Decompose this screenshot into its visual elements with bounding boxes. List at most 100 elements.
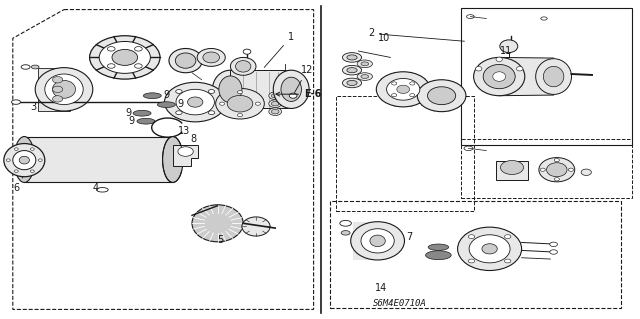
Ellipse shape xyxy=(271,93,279,98)
Ellipse shape xyxy=(6,159,10,161)
Ellipse shape xyxy=(536,59,572,94)
Ellipse shape xyxy=(220,102,225,105)
Ellipse shape xyxy=(417,80,466,112)
Ellipse shape xyxy=(464,146,473,151)
Ellipse shape xyxy=(410,93,415,97)
Text: E-6: E-6 xyxy=(276,89,321,99)
Ellipse shape xyxy=(19,156,29,164)
Ellipse shape xyxy=(52,96,63,102)
Ellipse shape xyxy=(31,65,39,69)
Ellipse shape xyxy=(242,217,270,236)
Ellipse shape xyxy=(14,137,35,182)
Ellipse shape xyxy=(197,48,225,66)
Ellipse shape xyxy=(97,188,108,192)
Ellipse shape xyxy=(351,222,404,260)
Ellipse shape xyxy=(45,74,83,105)
Ellipse shape xyxy=(216,88,264,119)
Ellipse shape xyxy=(269,108,282,115)
Ellipse shape xyxy=(581,169,591,175)
Text: 7: 7 xyxy=(406,232,413,242)
Ellipse shape xyxy=(237,91,243,94)
Ellipse shape xyxy=(543,66,564,87)
Text: 2: 2 xyxy=(368,28,465,41)
Ellipse shape xyxy=(342,53,362,62)
Ellipse shape xyxy=(347,68,357,73)
Polygon shape xyxy=(499,57,554,96)
Ellipse shape xyxy=(347,80,357,85)
Text: 10: 10 xyxy=(378,33,390,43)
Ellipse shape xyxy=(133,110,151,116)
Bar xyxy=(330,201,621,308)
Ellipse shape xyxy=(392,82,397,85)
Ellipse shape xyxy=(474,57,525,96)
Ellipse shape xyxy=(31,148,35,150)
Ellipse shape xyxy=(361,62,369,66)
Ellipse shape xyxy=(12,100,20,104)
Ellipse shape xyxy=(568,168,573,171)
Text: 8: 8 xyxy=(190,134,196,144)
Ellipse shape xyxy=(176,89,214,115)
Ellipse shape xyxy=(342,78,362,88)
Ellipse shape xyxy=(175,53,196,68)
Ellipse shape xyxy=(458,227,522,271)
Text: S6M4E0710A: S6M4E0710A xyxy=(373,299,427,308)
Ellipse shape xyxy=(547,163,567,177)
Text: 6: 6 xyxy=(13,177,23,193)
Text: 9: 9 xyxy=(177,99,184,109)
Ellipse shape xyxy=(500,40,518,53)
Text: 12: 12 xyxy=(294,65,314,93)
Ellipse shape xyxy=(387,78,420,100)
Ellipse shape xyxy=(554,159,559,162)
Ellipse shape xyxy=(271,101,279,106)
Ellipse shape xyxy=(550,250,557,254)
Ellipse shape xyxy=(52,80,76,98)
Bar xyxy=(461,8,632,145)
Ellipse shape xyxy=(134,64,142,68)
Ellipse shape xyxy=(341,231,350,235)
Ellipse shape xyxy=(157,102,175,108)
Ellipse shape xyxy=(164,82,226,122)
Ellipse shape xyxy=(219,76,242,103)
Ellipse shape xyxy=(31,170,35,173)
Ellipse shape xyxy=(230,57,256,75)
Ellipse shape xyxy=(370,235,385,247)
Text: 13: 13 xyxy=(178,126,190,137)
Ellipse shape xyxy=(541,17,547,20)
Ellipse shape xyxy=(376,72,430,107)
Ellipse shape xyxy=(112,49,138,65)
Bar xyxy=(336,96,474,211)
Ellipse shape xyxy=(428,87,456,105)
Ellipse shape xyxy=(35,68,93,111)
Polygon shape xyxy=(24,137,173,182)
Ellipse shape xyxy=(410,82,415,85)
Ellipse shape xyxy=(178,147,193,156)
Ellipse shape xyxy=(176,90,182,93)
Ellipse shape xyxy=(203,52,220,63)
Text: 9: 9 xyxy=(163,90,170,100)
Ellipse shape xyxy=(289,93,297,98)
Ellipse shape xyxy=(4,144,45,177)
Ellipse shape xyxy=(540,168,545,171)
Ellipse shape xyxy=(21,65,30,69)
Ellipse shape xyxy=(176,111,182,115)
Polygon shape xyxy=(230,70,291,108)
Ellipse shape xyxy=(428,244,449,250)
Ellipse shape xyxy=(273,70,309,108)
Ellipse shape xyxy=(192,205,243,242)
Ellipse shape xyxy=(227,95,253,112)
Ellipse shape xyxy=(554,178,559,181)
Ellipse shape xyxy=(52,77,63,83)
Ellipse shape xyxy=(504,235,511,239)
Ellipse shape xyxy=(52,86,63,93)
Ellipse shape xyxy=(281,77,301,101)
Ellipse shape xyxy=(163,137,183,182)
Ellipse shape xyxy=(208,111,214,115)
Ellipse shape xyxy=(208,90,214,93)
Ellipse shape xyxy=(476,66,482,71)
Ellipse shape xyxy=(504,259,511,263)
Ellipse shape xyxy=(255,102,260,105)
Text: 1: 1 xyxy=(264,32,294,67)
Text: 14: 14 xyxy=(375,283,388,293)
Ellipse shape xyxy=(357,73,372,80)
Ellipse shape xyxy=(99,41,150,73)
